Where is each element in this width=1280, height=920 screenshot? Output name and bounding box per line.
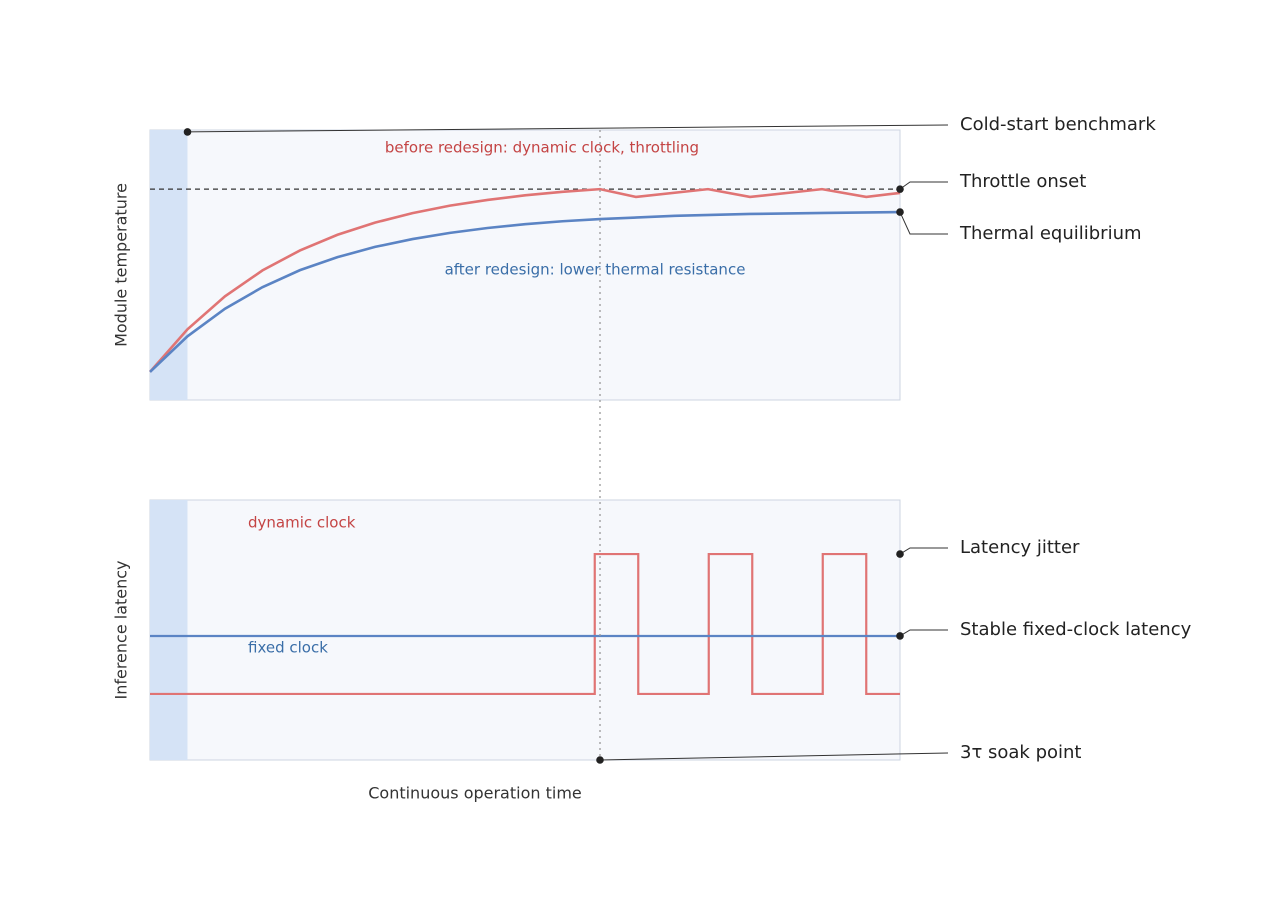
y-axis-label: Module temperature [112, 183, 131, 347]
annotation-leader [899, 547, 948, 555]
cold-start-band [150, 500, 188, 760]
series-label: before redesign: dynamic clock, throttli… [385, 139, 699, 157]
annotation-point [896, 208, 904, 216]
annotation-point [896, 632, 904, 640]
series-line [150, 552, 900, 696]
series-line [149, 187, 901, 373]
series-line [149, 210, 901, 373]
annotation-label: Thermal equilibrium [959, 223, 1142, 244]
annotation-leader [899, 181, 948, 190]
annotation-point [896, 550, 904, 558]
series-label: after redesign: lower thermal resistance [445, 261, 746, 279]
annotation-label: Cold-start benchmark [960, 114, 1156, 135]
annotation-leader [599, 752, 949, 761]
x-axis-label: Continuous operation time [368, 784, 582, 803]
annotation-leader [899, 629, 948, 637]
annotation-label: Latency jitter [960, 537, 1080, 558]
series-label: fixed clock [248, 639, 328, 657]
annotation-point [183, 128, 192, 136]
annotation-leader [899, 211, 948, 235]
annotation-label: Stable fixed-clock latency [960, 619, 1192, 640]
panel [149, 499, 901, 761]
annotation-point [596, 756, 604, 764]
annotation-label: Throttle onset [959, 171, 1086, 192]
annotation-point [896, 185, 904, 193]
y-axis-label: Inference latency [112, 560, 131, 699]
series-label: dynamic clock [248, 514, 356, 532]
annotation-leader [187, 124, 949, 133]
cold-start-band [150, 130, 188, 400]
annotation-label: 3τ soak point [960, 742, 1081, 763]
